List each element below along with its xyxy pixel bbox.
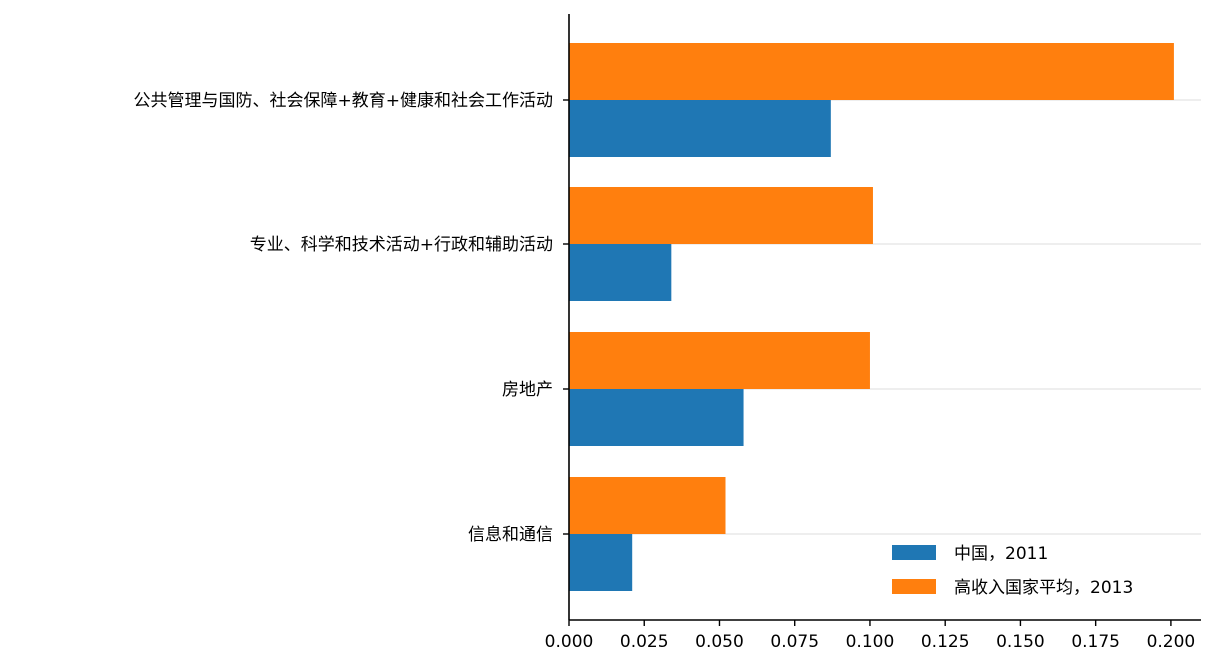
bar-series1-cat3 [569,477,726,534]
x-tick-label-4: 0.100 [846,632,895,652]
bar-series0-cat3 [569,534,633,591]
y-tick-label-0: 公共管理与国防、社会保障+教育+健康和社会工作活动 [134,91,554,111]
bar-series0-cat2 [569,389,744,446]
bar-series0-cat0 [569,100,831,157]
bar-series0-cat1 [569,244,672,301]
legend-label-0: 中国，2011 [954,544,1048,564]
legend-label-1: 高收入国家平均，2013 [954,578,1133,598]
x-tick-label-7: 0.175 [1071,632,1120,652]
x-tick-label-1: 0.025 [620,632,669,652]
y-tick-label-2: 房地产 [502,380,553,400]
legend-swatch-0 [892,545,936,560]
x-tick-label-8: 0.200 [1147,632,1196,652]
legend-swatch-1 [892,579,936,594]
bar-series1-cat0 [569,43,1174,100]
y-tick-label-1: 专业、科学和技术活动+行政和辅助活动 [250,235,553,255]
x-tick-label-0: 0.000 [545,632,594,652]
x-tick-label-3: 0.075 [770,632,819,652]
x-tick-label-5: 0.125 [921,632,970,652]
axes: 公共管理与国防、社会保障+教育+健康和社会工作活动专业、科学和技术活动+行政和辅… [134,14,1201,652]
y-tick-label-3: 信息和通信 [468,525,553,545]
bar-series1-cat1 [569,187,873,244]
legend: 中国，2011 高收入国家平均，2013 [892,544,1133,598]
grid-lines [569,99,1201,535]
x-tick-label-6: 0.150 [996,632,1045,652]
bars [569,43,1174,591]
x-tick-label-2: 0.050 [695,632,744,652]
bar-series1-cat2 [569,332,870,389]
